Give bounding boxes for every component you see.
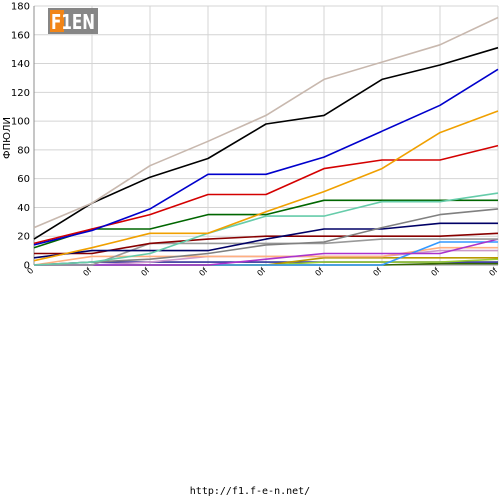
y-tick-labels: 0 20 40 60 80 100 120 140 160 180 <box>11 2 30 272</box>
x-tick-label: 0f <box>371 266 383 278</box>
y-tick-label: 80 <box>17 145 30 156</box>
series-line-1 <box>33 16 499 229</box>
x-tick-label: 0 <box>25 266 35 276</box>
series-line-3 <box>33 68 499 246</box>
y-tick-label: 60 <box>17 174 30 185</box>
y-axis-label: ФПЮЛИ <box>2 117 13 159</box>
series-line-9 <box>33 222 498 259</box>
logo-text: F1EN <box>51 10 95 34</box>
y-tick-label: 40 <box>17 203 30 214</box>
series-line-2 <box>33 46 499 240</box>
series-lines <box>33 16 499 266</box>
y-tick-label: 20 <box>17 232 30 243</box>
x-tick-labels: 0 0f 0f 0f 0f 0f 0f 0f 0f <box>25 266 499 278</box>
x-tick-label: 0f <box>255 266 267 278</box>
series-line-7 <box>33 199 498 249</box>
series-line-14 <box>33 246 498 266</box>
y-tick-label: 100 <box>11 117 30 128</box>
footer-url[interactable]: http://f1.f-e-n.net/ <box>189 486 311 497</box>
x-tick-label: 0f <box>81 266 93 278</box>
series-line-5 <box>33 144 499 245</box>
watermark-logo: F1EN <box>48 8 98 34</box>
y-tick-label: 180 <box>11 2 30 13</box>
logo-accent <box>50 10 64 32</box>
series-line-8 <box>33 208 499 266</box>
y-tick-label: 0 <box>24 261 30 272</box>
series-line-6 <box>33 192 499 266</box>
x-tick-label: 0f <box>487 266 499 278</box>
y-tick-label: 120 <box>11 88 30 99</box>
y-tick-label: 160 <box>11 30 30 41</box>
series-line-12 <box>34 238 499 266</box>
x-tick-label: 0f <box>429 266 441 278</box>
y-tick-label: 140 <box>11 59 30 70</box>
series-line-4 <box>33 110 499 262</box>
series-line-11 <box>34 238 498 266</box>
x-tick-label: 0f <box>197 266 209 278</box>
x-tick-label: 0f <box>139 266 151 278</box>
x-tick-label: 0f <box>313 266 325 278</box>
